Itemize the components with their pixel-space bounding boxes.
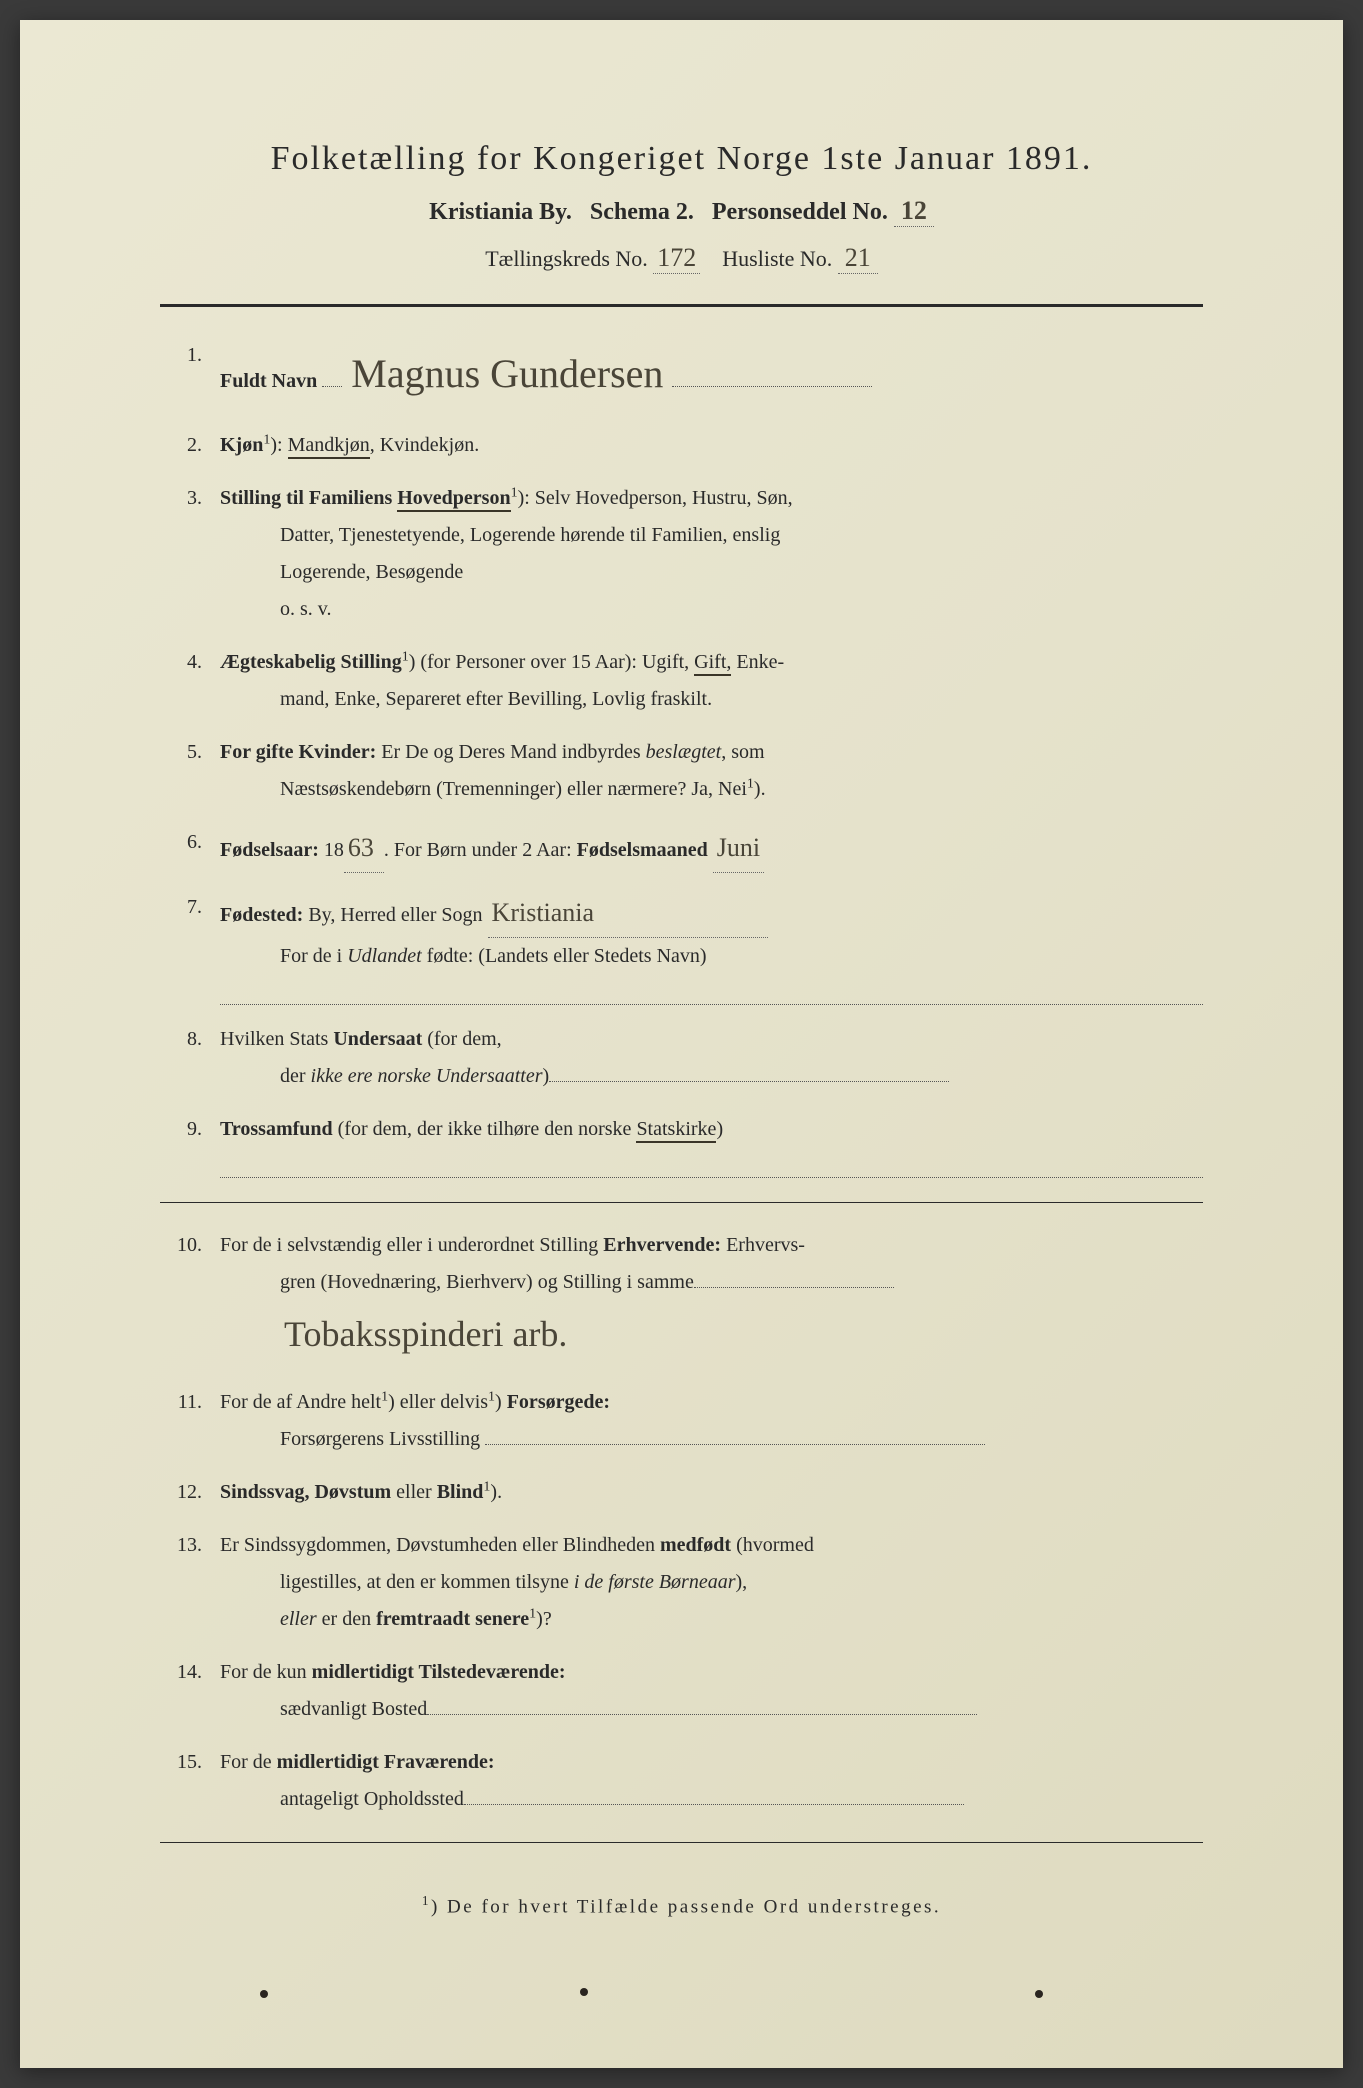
label: Kjøn <box>220 434 263 456</box>
entry-2: 2. Kjøn1): Mandkjøn, Kvindekjøn. <box>160 427 1203 464</box>
entry-12: 12. Sindssvag, Døvstum eller Blind1). <box>160 1474 1203 1511</box>
occupation: Tobaksspinderi arb. <box>280 1301 571 1368</box>
dotted-line <box>220 983 1203 1005</box>
selected-mandkjon: Mandkjøn <box>288 434 370 459</box>
entry-content: Hvilken Stats Undersaat (for dem, der ik… <box>220 1021 1203 1095</box>
entry-content: For gifte Kvinder: Er De og Deres Mand i… <box>220 734 1203 808</box>
section-divider <box>160 1202 1203 1203</box>
entry-num: 11. <box>160 1384 220 1458</box>
seddel-label: Personseddel No. <box>712 199 888 225</box>
entry-num: 15. <box>160 1744 220 1818</box>
schema: Schema 2. <box>590 199 694 225</box>
footer-divider <box>160 1842 1203 1843</box>
entry-num: 2. <box>160 427 220 464</box>
entry-1: 1. Fuldt Navn Magnus Gundersen <box>160 337 1203 411</box>
entry-num: 13. <box>160 1527 220 1638</box>
entry-num: 10. <box>160 1227 220 1368</box>
entry-content: Trossamfund (for dem, der ikke tilhøre d… <box>220 1111 1203 1178</box>
label: Stilling til Familiens <box>220 487 397 509</box>
header-divider <box>160 304 1203 307</box>
entry-content: Kjøn1): Mandkjøn, Kvindekjøn. <box>220 427 1203 464</box>
dotted-line <box>220 1156 1203 1178</box>
entry-content: For de midlertidigt Fraværende: antageli… <box>220 1744 1203 1818</box>
entry-num: 1. <box>160 337 220 411</box>
entry-15: 15. For de midlertidigt Fraværende: anta… <box>160 1744 1203 1818</box>
kreds-no: 172 <box>653 243 700 274</box>
subtitle-row: Kristiania By. Schema 2. Personseddel No… <box>160 196 1203 227</box>
ink-mark <box>260 1990 268 1998</box>
entry-content: Fødselsaar: 1863. For Børn under 2 Aar: … <box>220 824 1203 873</box>
entry-content: Sindssvag, Døvstum eller Blind1). <box>220 1474 1203 1511</box>
husliste-label: Husliste No. <box>722 246 832 271</box>
entry-3: 3. Stilling til Familiens Hovedperson1):… <box>160 480 1203 628</box>
entry-14: 14. For de kun midlertidigt Tilstedevære… <box>160 1654 1203 1728</box>
entry-num: 8. <box>160 1021 220 1095</box>
form-header: Folketælling for Kongeriget Norge 1ste J… <box>160 140 1203 274</box>
entry-content: Er Sindssygdommen, Døvstumheden eller Bl… <box>220 1527 1203 1638</box>
entry-content: Fuldt Navn Magnus Gundersen <box>220 337 1203 411</box>
entry-8: 8. Hvilken Stats Undersaat (for dem, der… <box>160 1021 1203 1095</box>
subline-row: Tællingskreds No. 172 Husliste No. 21 <box>160 243 1203 274</box>
census-form-page: Folketælling for Kongeriget Norge 1ste J… <box>20 20 1343 2068</box>
entry-content: For de i selvstændig eller i underordnet… <box>220 1227 1203 1368</box>
seddel-no: 12 <box>894 196 934 227</box>
footnote: 1) De for hvert Tilfælde passende Ord un… <box>160 1893 1203 1918</box>
full-name-value: Magnus Gundersen <box>347 337 667 411</box>
kreds-label: Tællingskreds No. <box>485 246 648 271</box>
birthplace: Kristiania <box>488 889 768 938</box>
entry-num: 5. <box>160 734 220 808</box>
entry-content: Ægteskabelig Stilling1) (for Personer ov… <box>220 644 1203 718</box>
entry-content: Fødested: By, Herred eller Sogn Kristian… <box>220 889 1203 1005</box>
label: Ægteskabelig Stilling <box>220 651 402 673</box>
entry-6: 6. Fødselsaar: 1863. For Børn under 2 Aa… <box>160 824 1203 873</box>
birth-month: Juni <box>713 824 764 873</box>
location: Kristiania By. <box>429 199 572 225</box>
entry-4: 4. Ægteskabelig Stilling1) (for Personer… <box>160 644 1203 718</box>
birth-year: 63 <box>344 824 384 873</box>
entry-num: 6. <box>160 824 220 873</box>
entry-num: 9. <box>160 1111 220 1178</box>
selected-gift: Gift, <box>694 651 731 676</box>
ink-mark <box>580 1988 588 1996</box>
entry-content: For de af Andre helt1) eller delvis1) Fo… <box>220 1384 1203 1458</box>
entry-11: 11. For de af Andre helt1) eller delvis1… <box>160 1384 1203 1458</box>
ink-mark <box>1035 1990 1043 1998</box>
entry-5: 5. For gifte Kvinder: Er De og Deres Man… <box>160 734 1203 808</box>
entry-7: 7. Fødested: By, Herred eller Sogn Krist… <box>160 889 1203 1005</box>
label: Fuldt Navn <box>220 370 317 392</box>
entry-9: 9. Trossamfund (for dem, der ikke tilhør… <box>160 1111 1203 1178</box>
entry-num: 4. <box>160 644 220 718</box>
entries-list: 1. Fuldt Navn Magnus Gundersen 2. Kjøn1)… <box>160 337 1203 1818</box>
entry-num: 12. <box>160 1474 220 1511</box>
entry-13: 13. Er Sindssygdommen, Døvstumheden elle… <box>160 1527 1203 1638</box>
entry-content: Stilling til Familiens Hovedperson1): Se… <box>220 480 1203 628</box>
husliste-no: 21 <box>838 243 878 274</box>
entry-10: 10. For de i selvstændig eller i underor… <box>160 1227 1203 1368</box>
entry-content: For de kun midlertidigt Tilstedeværende:… <box>220 1654 1203 1728</box>
main-title: Folketælling for Kongeriget Norge 1ste J… <box>160 140 1203 178</box>
entry-num: 14. <box>160 1654 220 1728</box>
entry-num: 7. <box>160 889 220 1005</box>
entry-num: 3. <box>160 480 220 628</box>
